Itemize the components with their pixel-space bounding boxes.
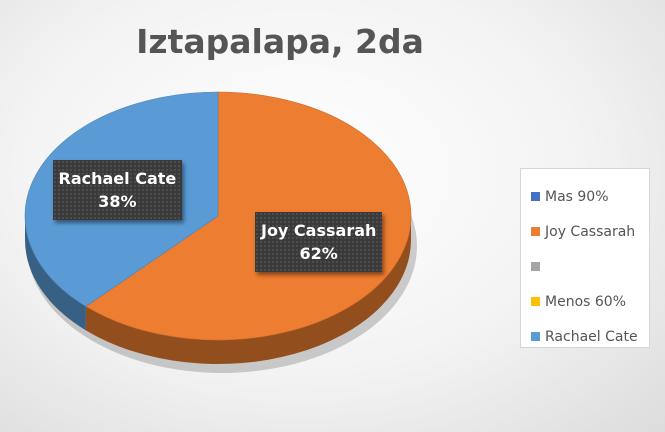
- chart-legend: Mas 90% Joy Cassarah Menos 60% Rachael Cate: [520, 168, 650, 348]
- pie-side-1: [85, 216, 411, 364]
- legend-swatch: [531, 332, 540, 341]
- pie-side-4: [25, 216, 86, 331]
- data-label-name: Joy Cassarah: [260, 220, 377, 240]
- legend-item: Menos 60%: [521, 284, 649, 319]
- legend-label: Mas 90%: [545, 188, 609, 205]
- legend-item: Mas 90%: [521, 179, 649, 214]
- legend-swatch: [531, 192, 540, 201]
- legend-item: Joy Cassarah: [521, 214, 649, 249]
- legend-label: Joy Cassarah: [545, 223, 636, 240]
- legend-swatch: [531, 227, 540, 236]
- data-label-4: Rachael Cate 38%: [52, 160, 183, 221]
- legend-item: [521, 249, 649, 284]
- data-label-value: 62%: [299, 243, 338, 263]
- data-label-name: Rachael Cate: [58, 169, 177, 189]
- legend-item: Rachael Cate: [521, 319, 649, 354]
- legend-swatch: [531, 297, 540, 306]
- data-label-1: Joy Cassarah 62%: [254, 211, 383, 272]
- data-label-value: 38%: [98, 192, 137, 212]
- legend-swatch: [531, 262, 540, 271]
- pie-slice-1: [85, 91, 412, 341]
- chart-title: Iztapalapa, 2da: [136, 22, 424, 61]
- legend-label: Menos 60%: [545, 293, 626, 310]
- legend-label: Rachael Cate: [545, 328, 638, 345]
